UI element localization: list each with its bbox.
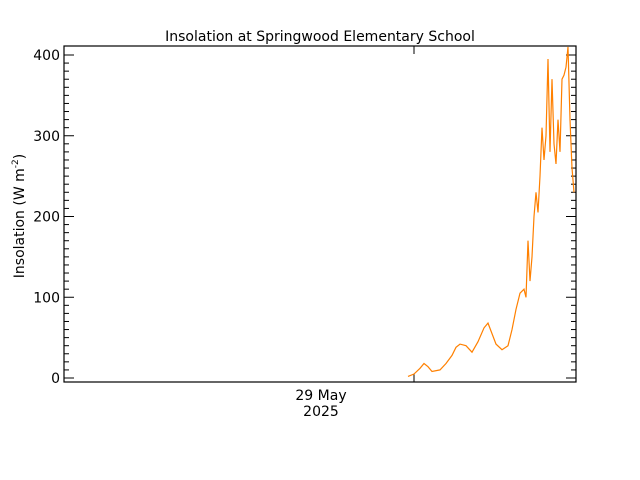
y-axis-ticks [64, 54, 576, 379]
y-axis-tick-labels: 0 100 200 300 400 [33, 48, 60, 387]
y-tick-label: 200 [33, 210, 60, 226]
chart-title: Insolation at Springwood Elementary Scho… [165, 29, 475, 45]
plot-frame [63, 45, 577, 383]
y-tick-label: 300 [33, 129, 60, 145]
svg-text:Insolation (W m-2): Insolation (W m-2) [11, 154, 28, 278]
insolation-series-line [407, 46, 575, 377]
y-axis-label: Insolation (W m-2) [11, 154, 28, 278]
y-tick-label: 100 [33, 290, 60, 306]
x-tick-label-date: 29 May [295, 388, 346, 404]
y-tick-label: 400 [33, 48, 60, 64]
y-tick-label: 0 [51, 371, 60, 387]
x-tick-label-year: 2025 [303, 404, 339, 420]
